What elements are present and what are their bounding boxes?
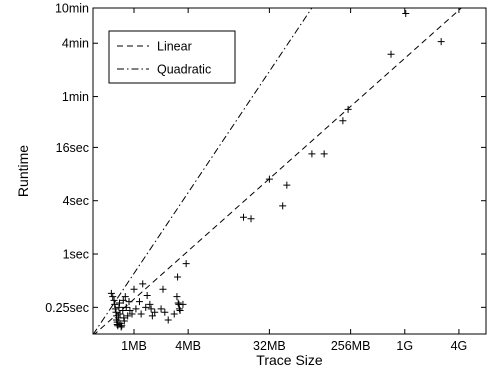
data-point [118,322,126,330]
data-point [344,105,352,113]
linear-reference-line [94,8,463,334]
data-point [135,298,143,306]
data-point [124,312,132,320]
data-point [161,308,169,316]
data-point [119,307,127,315]
legend-linear-label: Linear [157,40,192,54]
data-point [111,300,119,308]
legend: Linear Quadratic [108,30,236,84]
data-point [137,310,145,318]
data-point [283,181,291,189]
data-point [182,260,190,268]
data-point [120,314,128,322]
data-point [279,202,287,210]
data-point [146,300,154,308]
axis-ticks: 1MB 4MB 32MB 256MB 1G 4G 0.25sec 1sec 4sec 16sec 1… [45,2,486,353]
data-point [402,10,410,18]
data-point [110,296,118,304]
data-point [265,175,273,183]
data-point [387,50,395,58]
x-tick-label: 1MB [121,339,147,353]
data-point [107,289,115,297]
x-tick-label: 256MB [331,339,371,353]
y-axis-title: Runtime [15,145,31,197]
data-point [151,308,159,316]
y-tick-label: 4sec [63,194,89,208]
legend-box [108,30,236,84]
data-point [320,150,328,158]
data-point [147,305,155,313]
data-point [159,285,167,293]
y-tick-label: 0.25sec [45,301,89,315]
data-point [139,280,147,288]
data-point [142,303,150,311]
data-point [117,323,125,331]
data-point [247,215,255,223]
data-point [437,38,445,46]
x-tick-label: 4MB [175,339,201,353]
x-axis-title: Trace Size [256,352,323,368]
data-point [175,305,183,313]
data-point [173,293,181,301]
data-point [157,305,165,313]
data-point [122,303,130,311]
x-tick-label: 32MB [253,339,286,353]
y-tick-label: 16sec [56,141,89,155]
data-point [130,285,138,293]
reference-lines [93,8,463,334]
data-point [119,296,127,304]
data-point [113,321,121,329]
data-point [115,303,123,311]
data-point [148,312,156,320]
data-point [109,293,117,301]
data-point [125,298,133,306]
data-point [111,305,119,313]
data-point [143,292,151,300]
data-point [308,150,316,158]
data-point [164,316,172,324]
x-tick-label: 1G [396,339,413,353]
data-point [179,300,187,308]
legend-quadratic-label: Quadratic [157,63,211,77]
data-point [240,213,248,221]
data-point [170,310,178,318]
data-point [121,293,129,301]
data-point [132,305,140,313]
y-tick-label: 1min [62,90,89,104]
y-tick-label: 1sec [63,248,89,262]
x-tick-label: 4G [451,339,468,353]
data-point [116,299,124,307]
y-tick-label: 4min [62,37,89,51]
data-points [107,10,445,331]
data-point [176,307,184,315]
plot-area [92,7,487,335]
data-point [120,317,128,325]
data-point [339,117,347,125]
data-point [174,299,182,307]
data-point [174,273,182,281]
y-tick-label: 10min [55,2,89,16]
data-point [112,308,120,316]
data-point [128,310,136,318]
